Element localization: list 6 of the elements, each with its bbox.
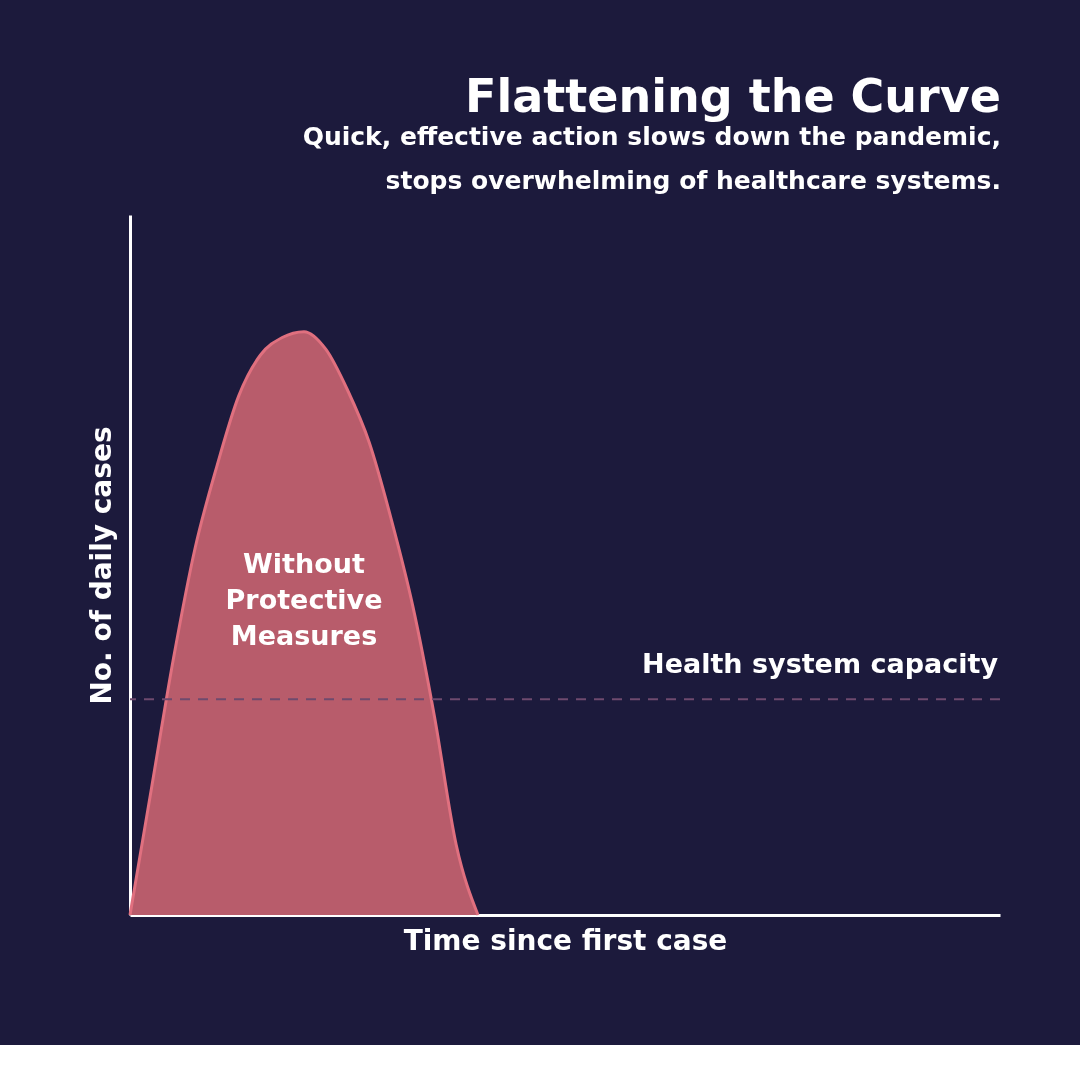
y-axis-title: No. of daily cases bbox=[84, 426, 118, 705]
chart-subtitle: Quick, effective action slows down the pandemic, stops overwhelming of healthcare systems. bbox=[302, 122, 1001, 195]
x-axis-title: Time since first case bbox=[403, 923, 728, 957]
series-label: Without Protective Measures bbox=[225, 548, 383, 651]
ref-line-label: Health system capacity bbox=[642, 648, 999, 680]
chart-title: Flattening the Curve bbox=[465, 69, 1001, 123]
